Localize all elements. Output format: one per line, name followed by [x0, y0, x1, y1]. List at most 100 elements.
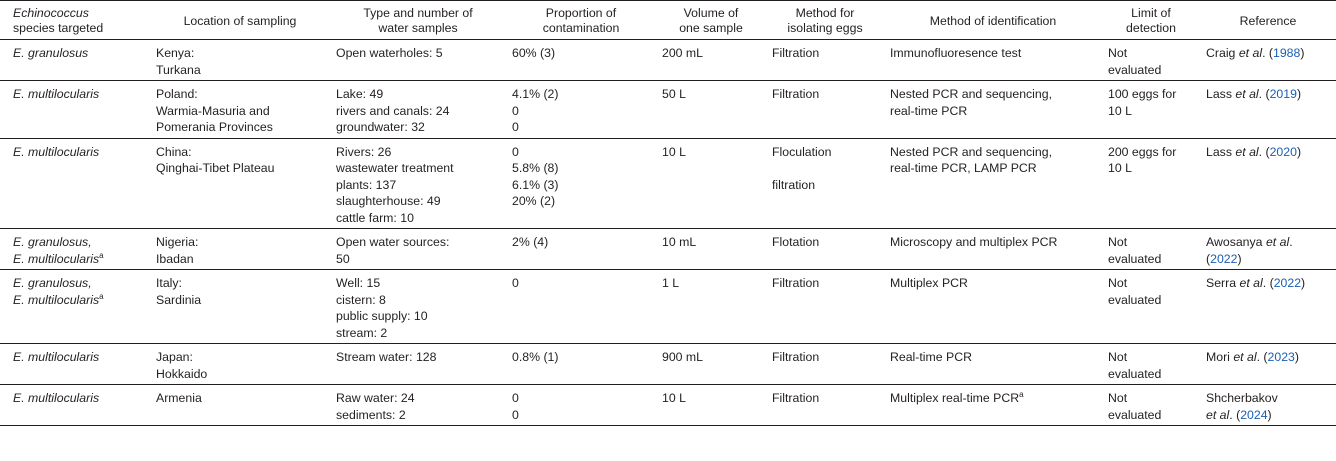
ref-dot: . (: [1262, 276, 1274, 290]
limit-line-text: 100 eggs for: [1108, 87, 1177, 101]
ref-close: ): [1237, 251, 1242, 266]
isolation-line-text: Filtration: [772, 87, 820, 101]
sample-line: plants: 137: [336, 177, 500, 194]
volume-line: 10 mL: [662, 234, 760, 251]
ref-etal: et al: [1239, 276, 1263, 290]
location-line-text: Italy:: [156, 276, 182, 290]
limit-line: Not: [1108, 275, 1194, 292]
limit-line: 10 L: [1108, 160, 1194, 177]
location-line-text: Hokkaido: [156, 366, 208, 381]
identification-line-text: real-time PCR: [890, 103, 968, 118]
location-line: Armenia: [156, 390, 324, 407]
ref-dot: . (: [1229, 407, 1241, 422]
cell-species: E. multilocularis: [0, 80, 150, 139]
volume-line-text: 900 mL: [662, 350, 704, 364]
ref-line: Mori et al. (2023): [1206, 349, 1330, 366]
location-line-text: Turkana: [156, 62, 201, 77]
volume-line: 50 L: [662, 86, 760, 103]
proportion-line-text: 6.1% (3): [512, 177, 559, 192]
header-identification-method: Method of identification: [884, 0, 1102, 40]
ref-dot: . (: [1262, 46, 1273, 60]
header-sample-type: Type and number of water samples: [330, 0, 506, 40]
cell-species: E. granulosus, E. multilocularisa: [0, 269, 150, 344]
data-table: Echinococcus species targeted Location of…: [0, 0, 1336, 426]
location-line: Nigeria:: [156, 234, 324, 251]
ref-year-link[interactable]: 2020: [1269, 144, 1297, 159]
sample-line: slaughterhouse: 49: [336, 193, 500, 210]
table-row: E. multilocularis Armenia Raw water: 24 sed…: [0, 384, 1336, 426]
cell-samples: Well: 15 cistern: 8 public supply: 10 strea…: [330, 269, 506, 344]
identification-line: Immunofluoresence test: [890, 45, 1096, 62]
cell-identification: Microscopy and multiplex PCR: [884, 228, 1102, 270]
cell-reference: Mori et al. (2023): [1200, 343, 1336, 385]
limit-line-text: evaluated: [1108, 366, 1162, 381]
species-line-text: E. multilocularis: [13, 144, 100, 159]
ref-year-link[interactable]: 2023: [1267, 350, 1295, 364]
cell-species: E. multilocularis: [0, 138, 150, 229]
ref-author: Craig: [1206, 46, 1239, 60]
ref-author: Shcherbakov: [1206, 391, 1278, 405]
ref-year-link[interactable]: 1988: [1273, 46, 1301, 60]
species-line-text: E. granulosus: [13, 46, 89, 60]
cell-isolation: Filtration: [766, 80, 884, 139]
volume-line-text: 10 mL: [662, 235, 697, 249]
cell-volume: 900 mL: [656, 343, 766, 385]
species-line-text: E. multilocularis: [13, 251, 100, 266]
table-row: E. multilocularis Japan: Hokkaido Stream wa…: [0, 343, 1336, 385]
cell-limit: 100 eggs for 10 L: [1102, 80, 1200, 139]
limit-line: Not: [1108, 349, 1194, 366]
species-line: E. granulosus,: [13, 234, 144, 251]
cell-species: E. granulosus: [0, 39, 150, 81]
volume-line: 200 mL: [662, 45, 760, 62]
limit-line: 100 eggs for: [1108, 86, 1194, 103]
ref-year-link[interactable]: 2024: [1240, 407, 1268, 422]
proportion-line-text: 0: [512, 391, 519, 405]
sample-line: public supply: 10: [336, 308, 500, 325]
location-line-text: Ibadan: [156, 251, 194, 266]
sample-line: Lake: 49: [336, 86, 500, 103]
proportion-line-text: 0.8% (1): [512, 350, 559, 364]
cell-reference: Awosanya et al. (2022): [1200, 228, 1336, 270]
ref-year-link[interactable]: 2019: [1269, 87, 1297, 101]
proportion-line: 0.8% (1): [512, 349, 650, 366]
cell-proportion: 2% (4): [506, 228, 656, 270]
limit-line: evaluated: [1108, 292, 1194, 309]
ref-year-link[interactable]: 2022: [1273, 276, 1302, 290]
location-line: Japan:: [156, 349, 324, 366]
cell-samples: Raw water: 24 sediments: 2: [330, 384, 506, 426]
footnote-marker: a: [99, 250, 104, 260]
identification-line-text: Multiplex real-time PCR: [890, 391, 1020, 405]
isolation-line: Filtration: [772, 275, 878, 292]
species-line-text: E. granulosus,: [13, 235, 92, 249]
location-line-text: China:: [156, 144, 192, 159]
cell-limit: Not evaluated: [1102, 269, 1200, 344]
sample-line: Raw water: 24: [336, 390, 500, 407]
cell-location: Nigeria: Ibadan: [150, 228, 330, 270]
limit-line: evaluated: [1108, 251, 1194, 268]
isolation-line: Flotation: [772, 234, 878, 251]
cell-limit: Not evaluated: [1102, 228, 1200, 270]
sample-line-text: 50: [336, 251, 350, 266]
sample-line: sediments: 2: [336, 407, 500, 424]
sample-line-text: groundwater: 32: [336, 120, 425, 134]
isolation-line-text: filtration: [772, 177, 816, 192]
proportion-line-text: 4.1% (2): [512, 87, 559, 101]
proportion-line: 0: [512, 407, 650, 424]
ref-etal: et al: [1233, 350, 1257, 364]
cell-reference: Craig et al. (1988): [1200, 39, 1336, 81]
species-line: E. granulosus: [13, 45, 144, 62]
proportion-line: 5.8% (8): [512, 160, 650, 177]
limit-line-text: evaluated: [1108, 407, 1162, 422]
cell-samples: Stream water: 128: [330, 343, 506, 385]
cell-identification: Immunofluoresence test: [884, 39, 1102, 81]
location-line: Ibadan: [156, 251, 324, 268]
ref-dot: . (: [1258, 87, 1270, 101]
location-line-text: Nigeria:: [156, 235, 199, 249]
ref-year-link[interactable]: 2022: [1210, 251, 1238, 266]
limit-line-text: 10 L: [1108, 103, 1132, 118]
volume-line: 10 L: [662, 144, 760, 161]
cell-location: Armenia: [150, 384, 330, 426]
cell-volume: 200 mL: [656, 39, 766, 81]
sample-line: rivers and canals: 24: [336, 103, 500, 120]
volume-line-text: 1 L: [662, 276, 680, 290]
